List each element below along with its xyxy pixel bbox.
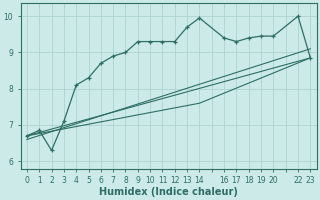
X-axis label: Humidex (Indice chaleur): Humidex (Indice chaleur) xyxy=(99,187,238,197)
